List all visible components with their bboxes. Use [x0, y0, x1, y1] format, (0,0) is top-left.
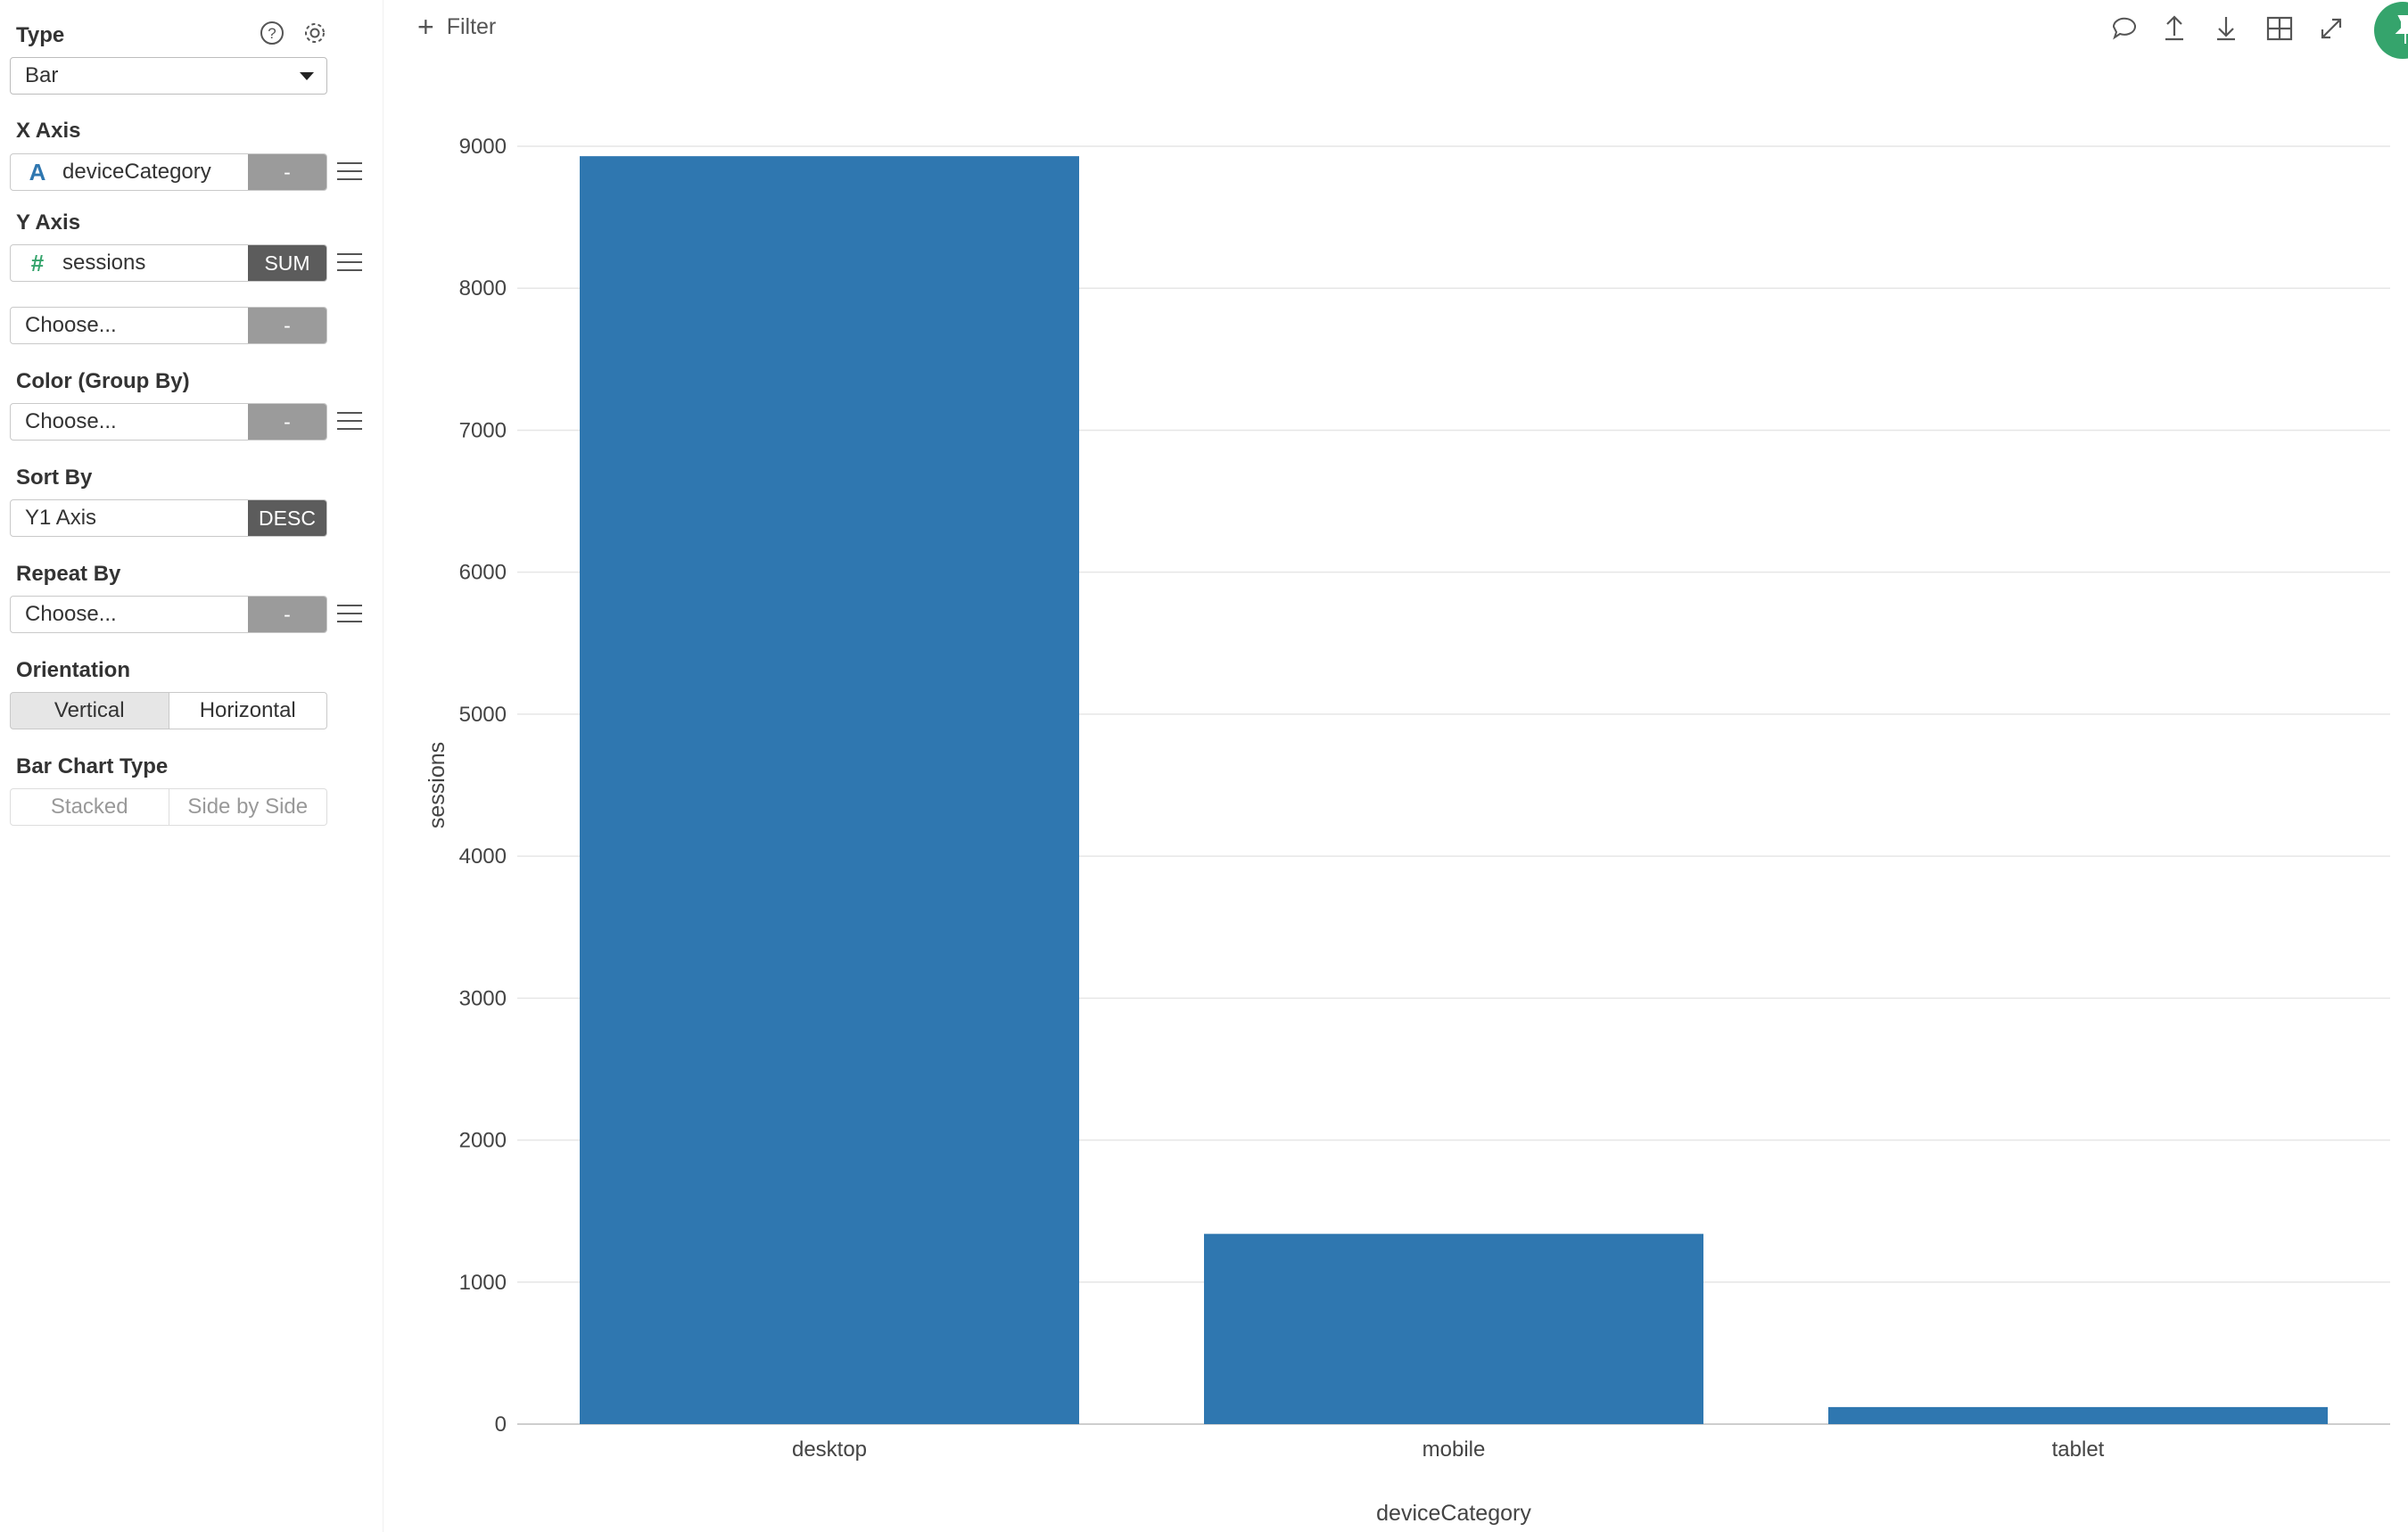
bar-type-side-by-side-button[interactable]: Side by Side: [169, 788, 327, 826]
y-axis-extra-field[interactable]: Choose...: [25, 313, 117, 337]
color-field[interactable]: Choose...: [25, 409, 117, 433]
color-field-control[interactable]: Choose... -: [10, 403, 327, 441]
x-tick-label: desktop: [792, 1437, 867, 1462]
pin-icon[interactable]: [2374, 2, 2408, 59]
comment-icon[interactable]: [2108, 12, 2140, 45]
y-axis-label: Y Axis: [16, 210, 81, 235]
y-tick-label: 4000: [459, 844, 507, 869]
x-tick-label: tablet: [2052, 1437, 2105, 1462]
y-tick-label: 7000: [459, 418, 507, 442]
y-tick-label: 9000: [459, 135, 507, 159]
upload-icon[interactable]: [2158, 12, 2190, 45]
type-label: Type: [16, 23, 65, 47]
chart-settings-sidebar: Type ? Bar X Axis A deviceCategory - Y A…: [0, 0, 383, 1532]
x-axis-title: deviceCategory: [1376, 1501, 1531, 1526]
y-tick-label: 8000: [459, 276, 507, 301]
text-type-icon: A: [29, 158, 46, 185]
y-tick-label: 2000: [459, 1129, 507, 1153]
repeat-field[interactable]: Choose...: [25, 602, 117, 626]
y-axis-field-control[interactable]: # sessions SUM: [10, 244, 327, 282]
expand-icon[interactable]: [2315, 12, 2347, 45]
x-axis-field-value: deviceCategory: [62, 160, 211, 184]
sort-field-control[interactable]: Y1 Axis DESC: [10, 499, 327, 537]
y-axis-menu-icon[interactable]: [337, 253, 362, 275]
sort-field[interactable]: Y1 Axis: [25, 506, 97, 530]
download-icon[interactable]: [2210, 12, 2242, 45]
sort-by-label: Sort By: [16, 465, 93, 490]
x-axis-menu-icon[interactable]: [337, 162, 362, 184]
bar-type-stacked-button[interactable]: Stacked: [10, 788, 169, 826]
repeat-menu-icon[interactable]: [337, 605, 362, 626]
add-filter-button[interactable]: + Filter: [417, 12, 496, 41]
y-tick-label: 3000: [459, 986, 507, 1010]
bar-chart: 0 1000 2000 3000 4000 5000 6000 7000 8000 9000 des…: [392, 71, 2408, 1532]
repeat-aggregation-button[interactable]: -: [248, 597, 326, 632]
bar-chart-type-toggle: Stacked Side by Side: [10, 788, 327, 826]
bar-tablet: [1828, 1406, 2328, 1424]
orientation-horizontal-button[interactable]: Horizontal: [169, 692, 327, 729]
plus-icon: +: [417, 11, 434, 43]
orientation-toggle: Vertical Horizontal: [10, 692, 327, 729]
color-aggregation-button[interactable]: -: [248, 404, 326, 440]
y-axis-extra-aggregation-button[interactable]: -: [248, 308, 326, 343]
help-icon[interactable]: ?: [259, 20, 285, 46]
number-type-icon: #: [30, 249, 45, 276]
svg-text:?: ?: [268, 25, 276, 42]
table-icon[interactable]: [2264, 12, 2296, 45]
y-tick-label: 1000: [459, 1271, 507, 1295]
y-axis-field-value: sessions: [62, 251, 146, 275]
repeat-by-label: Repeat By: [16, 562, 121, 586]
color-menu-icon[interactable]: [337, 412, 362, 433]
bar-mobile: [1204, 1233, 1703, 1424]
x-tick-label: mobile: [1423, 1437, 1486, 1462]
y-axis-field[interactable]: # sessions: [11, 245, 249, 281]
y-tick-label: 5000: [459, 703, 507, 727]
y-axis-aggregation-button[interactable]: SUM: [248, 245, 326, 281]
chart-type-value: Bar: [25, 63, 59, 87]
x-axis-field-control[interactable]: A deviceCategory -: [10, 153, 327, 191]
chart-type-select[interactable]: Bar: [10, 57, 327, 95]
bar-chart-type-label: Bar Chart Type: [16, 754, 169, 778]
x-axis-aggregation-button[interactable]: -: [248, 154, 326, 190]
sort-order-button[interactable]: DESC: [248, 500, 326, 536]
color-group-label: Color (Group By): [16, 369, 190, 393]
y-tick-label: 6000: [459, 561, 507, 585]
y-axis-title: sessions: [425, 742, 449, 828]
x-axis-field[interactable]: A deviceCategory: [11, 154, 249, 190]
chart-canvas: 0 1000 2000 3000 4000 5000 6000 7000 8000 9000 des…: [425, 135, 2390, 1526]
repeat-field-control[interactable]: Choose... -: [10, 596, 327, 633]
chevron-down-icon: [300, 72, 314, 80]
filter-label: Filter: [446, 13, 497, 39]
bar-desktop: [580, 156, 1079, 1425]
orientation-vertical-button[interactable]: Vertical: [10, 692, 169, 729]
orientation-label: Orientation: [16, 658, 131, 682]
gear-icon[interactable]: [301, 20, 328, 46]
y-axis-extra-field-control[interactable]: Choose... -: [10, 307, 327, 344]
x-axis-label: X Axis: [16, 119, 81, 143]
y-tick-label: 0: [495, 1413, 507, 1437]
